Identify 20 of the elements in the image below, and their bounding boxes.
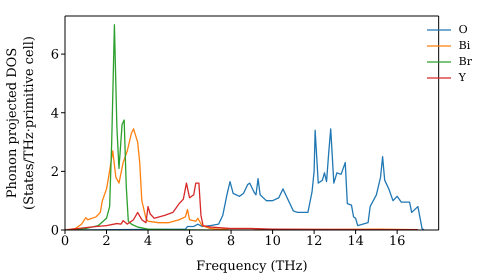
x-tick-label: 2 <box>102 234 111 250</box>
legend-label: O <box>458 22 468 38</box>
x-tick-label: 12 <box>306 234 322 250</box>
x-tick-label: 8 <box>226 234 236 250</box>
legend-label: Br <box>458 54 472 70</box>
x-axis-title: Frequency (THz) <box>196 259 308 274</box>
y-tick-label: 4 <box>50 106 59 122</box>
x-tick-label: 10 <box>264 234 281 250</box>
x-tick-label: 16 <box>388 234 406 250</box>
y-tick-label: 6 <box>50 48 59 63</box>
y-axis-title: Phonon projected DOS (States/THz·primitive cell) <box>5 36 37 210</box>
line-series <box>65 182 419 230</box>
legend-label: Y <box>458 70 466 86</box>
x-tick-label: 14 <box>347 234 364 250</box>
y-tick-label: 0 <box>50 224 59 239</box>
y-tick-label: 2 <box>50 164 59 180</box>
x-tick-label: 6 <box>185 234 194 250</box>
legend-label: Bi <box>458 38 470 54</box>
x-tick-label: 4 <box>144 234 152 250</box>
x-tick-label: 0 <box>60 234 70 250</box>
